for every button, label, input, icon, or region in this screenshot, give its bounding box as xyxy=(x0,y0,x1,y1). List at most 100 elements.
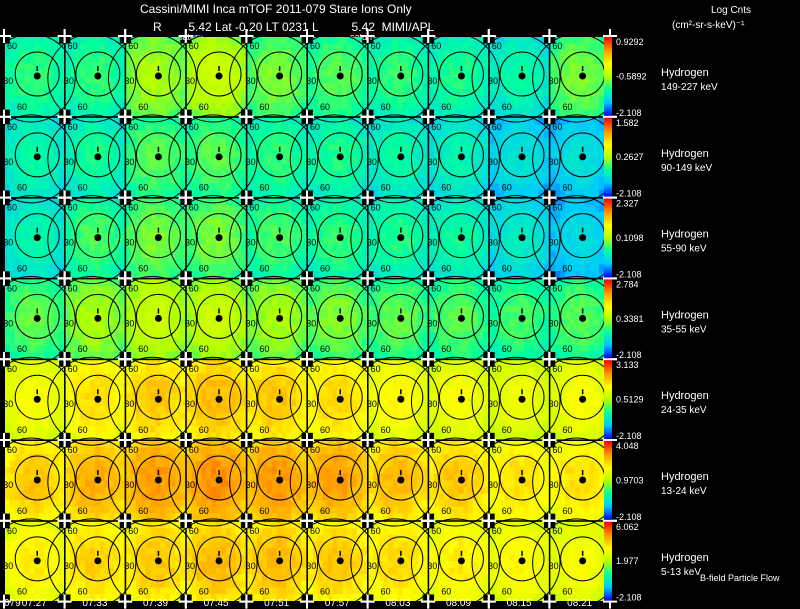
contour-label-60: 60 xyxy=(502,506,512,516)
species-label: Hydrogen xyxy=(661,390,709,402)
time-tick-label: 07:57 xyxy=(325,598,350,609)
contour-label-60: 60 xyxy=(371,364,381,374)
contour-label-60: 60 xyxy=(320,263,330,273)
colorbar-mid-label: 0.3381 xyxy=(616,314,644,324)
time-tick-label: 07:45 xyxy=(204,598,229,609)
contour-label-30: 30 xyxy=(246,157,256,167)
contour-label-30: 30 xyxy=(488,561,498,571)
contour-label-60: 60 xyxy=(562,425,572,435)
contour-label-60: 60 xyxy=(138,183,148,193)
contour-label-60: 60 xyxy=(68,283,78,293)
contour-label-30: 30 xyxy=(549,561,559,571)
contour-label-60: 60 xyxy=(552,122,562,132)
contour-label-30: 30 xyxy=(3,238,13,248)
contour-label-60: 60 xyxy=(562,344,572,354)
heatmap-cell xyxy=(429,441,489,521)
contour-label-30: 30 xyxy=(185,238,195,248)
contour-label-30: 30 xyxy=(427,157,437,167)
chart-title: Cassini/MIMI Inca mTOF 2011-079 Stare Io… xyxy=(140,2,412,16)
contour-label-60: 60 xyxy=(381,425,391,435)
colorbars: 0.9292 -0.5892 -2.108 Hydrogen 149-227 keV 1.… xyxy=(604,37,718,603)
contour-label-30: 30 xyxy=(549,399,559,409)
contour-label-60: 60 xyxy=(431,445,441,455)
heatmap-cell xyxy=(550,37,610,117)
contour-label-30: 30 xyxy=(427,399,437,409)
contour-label-60: 60 xyxy=(259,425,269,435)
contour-label-30: 30 xyxy=(64,76,74,86)
contour-label-30: 30 xyxy=(549,238,559,248)
contour-label-60: 60 xyxy=(371,283,381,293)
contour-label-60: 60 xyxy=(199,183,209,193)
contour-label-60: 60 xyxy=(17,506,27,516)
contour-label-30: 30 xyxy=(488,399,498,409)
colorbar-mid-label: -0.5892 xyxy=(616,71,647,81)
heatmap-cell xyxy=(247,117,307,197)
contour-label-30: 30 xyxy=(427,480,437,490)
colorbar: 1.582 0.2627 -2.108 Hydrogen 90-149 keV xyxy=(604,117,712,199)
heatmap-cell xyxy=(489,117,549,197)
time-tick-label: 07:51 xyxy=(264,598,289,609)
colorbar: 4.048 0.9703 -2.108 Hydrogen 13-24 keV xyxy=(604,441,709,522)
contour-label-60: 60 xyxy=(7,526,17,536)
contour-label-60: 60 xyxy=(320,506,330,516)
species-label: Hydrogen xyxy=(661,148,709,160)
colorbar: 6.062 1.977 -2.108 Hydrogen 5-13 keV xyxy=(604,521,709,603)
contour-label-60: 60 xyxy=(17,183,27,193)
contour-label-60: 60 xyxy=(502,587,512,597)
heatmap-cell xyxy=(65,441,125,521)
contour-label-60: 60 xyxy=(78,506,88,516)
energy-label: 90-149 keV xyxy=(661,163,712,174)
contour-label-60: 60 xyxy=(249,122,259,132)
contour-label-60: 60 xyxy=(502,425,512,435)
colorbar-min-label: -2.108 xyxy=(616,593,642,603)
contour-label-60: 60 xyxy=(189,364,199,374)
contour-label-30: 30 xyxy=(427,318,437,328)
contour-label-60: 60 xyxy=(492,445,502,455)
contour-label-30: 30 xyxy=(3,157,13,167)
contour-label-60: 60 xyxy=(17,263,27,273)
contour-label-30: 30 xyxy=(246,480,256,490)
contour-label-60: 60 xyxy=(128,445,138,455)
contour-label-60: 60 xyxy=(552,41,562,51)
contour-label-30: 30 xyxy=(549,76,559,86)
contour-label-30: 30 xyxy=(488,157,498,167)
contour-label-60: 60 xyxy=(78,183,88,193)
contour-label-30: 30 xyxy=(185,399,195,409)
contour-label-30: 30 xyxy=(3,318,13,328)
heatmap-cell xyxy=(186,37,246,117)
heatmap-cell xyxy=(489,441,549,521)
contour-label-30: 30 xyxy=(367,399,377,409)
colorbar-min-label: -2.108 xyxy=(616,350,642,360)
heatmap-cell xyxy=(65,360,125,440)
contour-label-60: 60 xyxy=(259,102,269,112)
cell-overlay: 30 60 60 xyxy=(0,29,76,124)
heatmap-cell xyxy=(489,279,549,359)
contour-label-60: 60 xyxy=(492,526,502,536)
contour-label-60: 60 xyxy=(7,41,17,51)
contour-label-60: 60 xyxy=(381,102,391,112)
contour-label-60: 60 xyxy=(128,283,138,293)
time-tick-label: 08:03 xyxy=(385,598,410,609)
contour-label-60: 60 xyxy=(189,41,199,51)
heatmap-cell xyxy=(489,360,549,440)
contour-label-60: 60 xyxy=(7,283,17,293)
heatmap-cell xyxy=(126,117,186,197)
time-axis: 07:27 07:33 07:39 07:45 07:51 07:57 08:03 08:09… xyxy=(4,598,593,609)
contour-label-30: 30 xyxy=(64,561,74,571)
heatmap-cell xyxy=(65,198,125,278)
contour-label-60: 60 xyxy=(199,425,209,435)
heatmap-cell xyxy=(247,441,307,521)
contour-label-30: 30 xyxy=(185,157,195,167)
contour-label-60: 60 xyxy=(128,41,138,51)
heatmap-cell xyxy=(308,117,367,197)
contour-label-30: 30 xyxy=(124,399,134,409)
contour-label-60: 60 xyxy=(78,587,88,597)
heatmap-cell xyxy=(126,521,186,601)
heatmap-cell xyxy=(368,117,428,197)
contour-label-60: 60 xyxy=(128,122,138,132)
contour-label-30: 30 xyxy=(427,561,437,571)
units-line-1: Log Cnts xyxy=(711,5,751,16)
contour-label-60: 60 xyxy=(502,344,512,354)
contour-label-60: 60 xyxy=(371,122,381,132)
contour-label-60: 60 xyxy=(310,526,320,536)
